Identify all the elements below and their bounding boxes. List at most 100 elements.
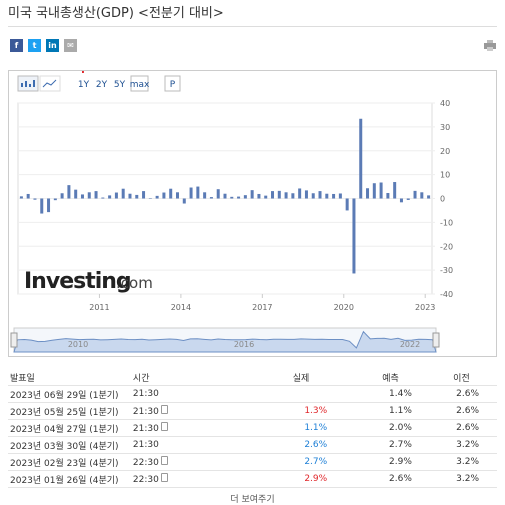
- facebook-button[interactable]: f: [10, 39, 23, 52]
- time: 21:30: [132, 389, 159, 399]
- bar: [372, 183, 376, 199]
- release-time: 21:30: [130, 385, 247, 403]
- x-tick-label: 2023: [415, 303, 435, 312]
- navigator-handle[interactable]: [10, 332, 18, 348]
- twitter-button[interactable]: t: [28, 39, 41, 52]
- divider: [8, 26, 497, 27]
- time: 22:30: [132, 458, 159, 468]
- previous: 3.2%: [425, 470, 497, 488]
- range-button[interactable]: 5Y: [114, 80, 126, 90]
- mail-button[interactable]: ✉: [64, 39, 77, 52]
- bar: [148, 198, 152, 199]
- show-more[interactable]: 더 보여주기: [230, 495, 275, 505]
- bar: [237, 196, 241, 199]
- column-header: 이전: [425, 369, 497, 386]
- bar: [19, 196, 23, 199]
- preliminary-icon: [160, 473, 168, 482]
- bar-view-button[interactable]: [17, 75, 39, 92]
- time: 22:30: [132, 475, 159, 485]
- page-title: 미국 국내총생산(GDP) <전분기 대비>: [8, 6, 224, 21]
- bar: [413, 190, 417, 199]
- y-tick-label: 30: [440, 123, 450, 132]
- actual: [246, 385, 356, 403]
- range-button[interactable]: max: [130, 80, 150, 90]
- range-button[interactable]: 1Y: [78, 80, 90, 90]
- forecast: 2.6%: [355, 470, 426, 488]
- table-row: 2023년 01월 26일 (4분기) 22:30 2.9% 2.6% 3.2%: [8, 470, 497, 488]
- x-tick-label: 2011: [89, 303, 109, 312]
- time: 21:30: [132, 407, 159, 417]
- x-tick-label: 2017: [252, 303, 272, 312]
- range-button-frame: [130, 75, 149, 92]
- linkedin-button[interactable]: in: [46, 39, 59, 52]
- preliminary-icon: [160, 405, 168, 414]
- bar: [406, 198, 410, 200]
- bar: [427, 195, 431, 199]
- bar: [352, 198, 356, 274]
- bar: [196, 186, 200, 199]
- previous: 2.6%: [425, 402, 497, 420]
- forecast: 1.1%: [355, 402, 426, 420]
- bar: [243, 195, 247, 199]
- bar: [121, 188, 125, 199]
- column-header: 실제: [246, 369, 356, 386]
- actual: 2.6%: [246, 436, 356, 454]
- release-date: 2023년 04월 27일 (1분기): [8, 419, 131, 437]
- bar: [277, 190, 281, 199]
- line-view-button[interactable]: [39, 75, 61, 92]
- range-button[interactable]: P: [170, 80, 176, 90]
- print-button[interactable]: [484, 40, 496, 51]
- bar: [325, 193, 329, 199]
- y-tick-label: -40: [440, 290, 453, 299]
- actual: 2.9%: [246, 470, 356, 488]
- bar: [155, 195, 159, 199]
- previous: 3.2%: [425, 436, 497, 454]
- previous: 2.6%: [425, 385, 497, 403]
- previous: 2.6%: [425, 419, 497, 437]
- watermark-brand: Investing: [24, 269, 131, 294]
- bar: [304, 190, 308, 199]
- bar: [203, 192, 207, 199]
- bar: [60, 193, 64, 199]
- preliminary-icon: [160, 456, 168, 465]
- y-tick-label: -10: [440, 218, 453, 227]
- column-header: 시간: [130, 369, 247, 386]
- bar: [284, 192, 288, 199]
- forecast: 2.0%: [355, 419, 426, 437]
- bar: [128, 193, 132, 199]
- column-header: 발표일: [8, 369, 131, 386]
- bar: [250, 190, 254, 199]
- y-tick-label: 40: [440, 99, 450, 108]
- actual: 2.7%: [246, 453, 356, 471]
- bar: [135, 194, 139, 199]
- forecast: 2.9%: [355, 453, 426, 471]
- range-button[interactable]: 2Y: [96, 80, 108, 90]
- bar: [87, 192, 91, 199]
- actual: 1.1%: [246, 419, 356, 437]
- bar: [189, 187, 193, 199]
- navigator-label: 2010: [68, 340, 88, 349]
- forecast: 1.4%: [355, 385, 426, 403]
- bar: [420, 192, 424, 199]
- bar: [345, 198, 349, 211]
- table-row: 2023년 02월 23일 (4분기) 22:30 2.7% 2.9% 3.2%: [8, 453, 497, 471]
- column-header: 예측: [355, 369, 426, 386]
- bar: [175, 192, 179, 199]
- y-tick-label: -30: [440, 266, 453, 275]
- release-date: 2023년 05월 25일 (1분기): [8, 402, 131, 420]
- time: 21:30: [132, 424, 159, 434]
- bar: [257, 193, 261, 199]
- bar: [80, 194, 84, 199]
- table-row: 2023년 06월 29일 (1분기) 21:30 1.4% 2.6%: [8, 385, 497, 403]
- y-tick-label: 0: [440, 195, 445, 204]
- bar: [399, 198, 403, 203]
- bar: [142, 191, 146, 199]
- navigator-handle[interactable]: [432, 332, 440, 348]
- bar: [67, 185, 71, 199]
- bar: [114, 192, 118, 199]
- bar: [74, 189, 78, 199]
- bar: [359, 118, 363, 199]
- y-tick-label: -20: [440, 242, 453, 251]
- bar: [379, 182, 383, 199]
